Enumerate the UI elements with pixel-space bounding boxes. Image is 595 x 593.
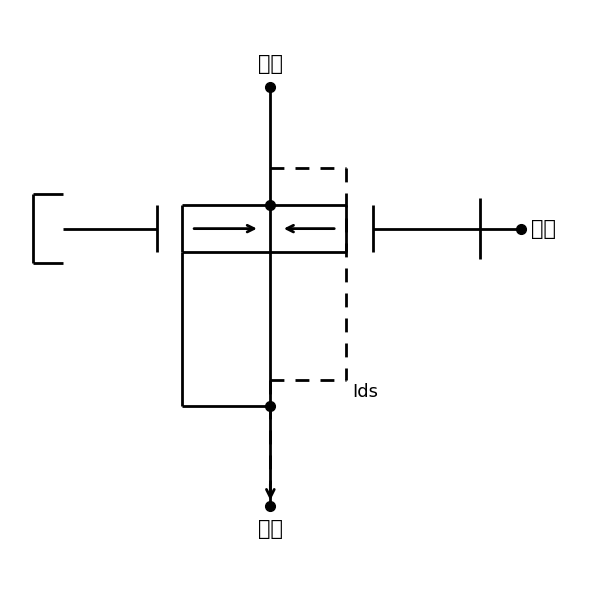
Text: 源极: 源极 [258, 519, 283, 539]
Text: Ids: Ids [352, 383, 378, 401]
Text: 漏极: 漏极 [258, 54, 283, 74]
Text: 栅极: 栅极 [531, 219, 556, 238]
